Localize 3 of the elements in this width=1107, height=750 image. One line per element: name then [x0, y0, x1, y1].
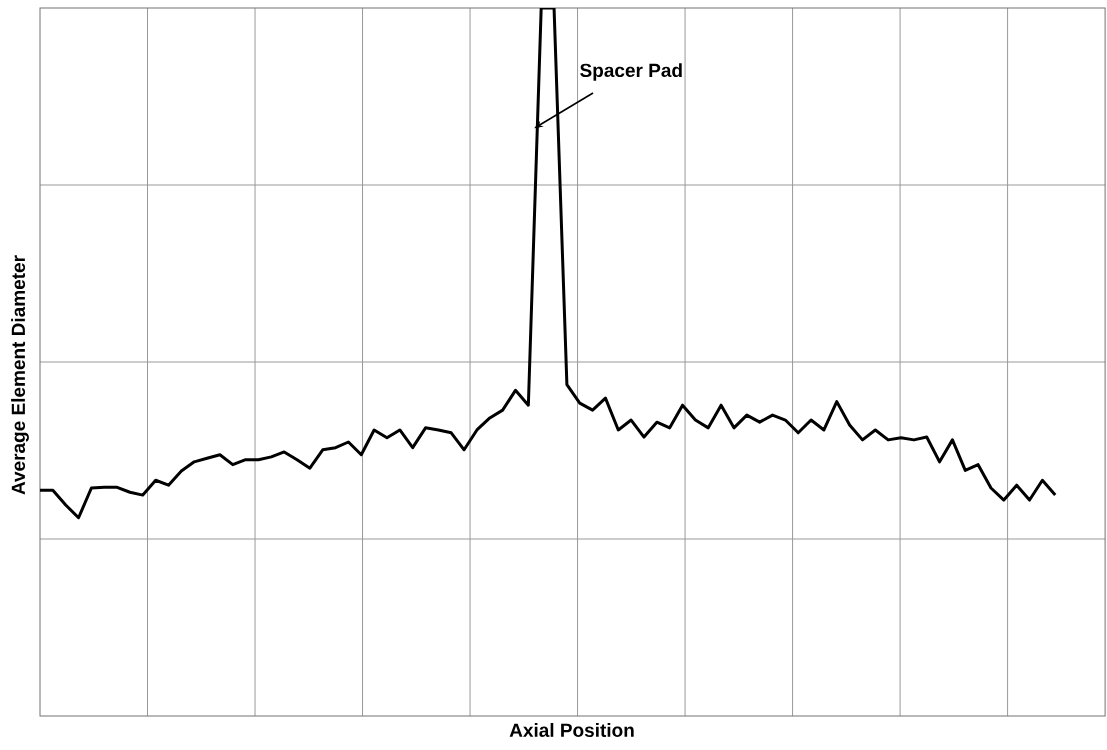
annotation: Spacer Pad: [580, 63, 682, 81]
y-axis-title: Average Element Diameter: [11, 255, 29, 495]
x-axis-title: Axial Position: [509, 723, 634, 737]
